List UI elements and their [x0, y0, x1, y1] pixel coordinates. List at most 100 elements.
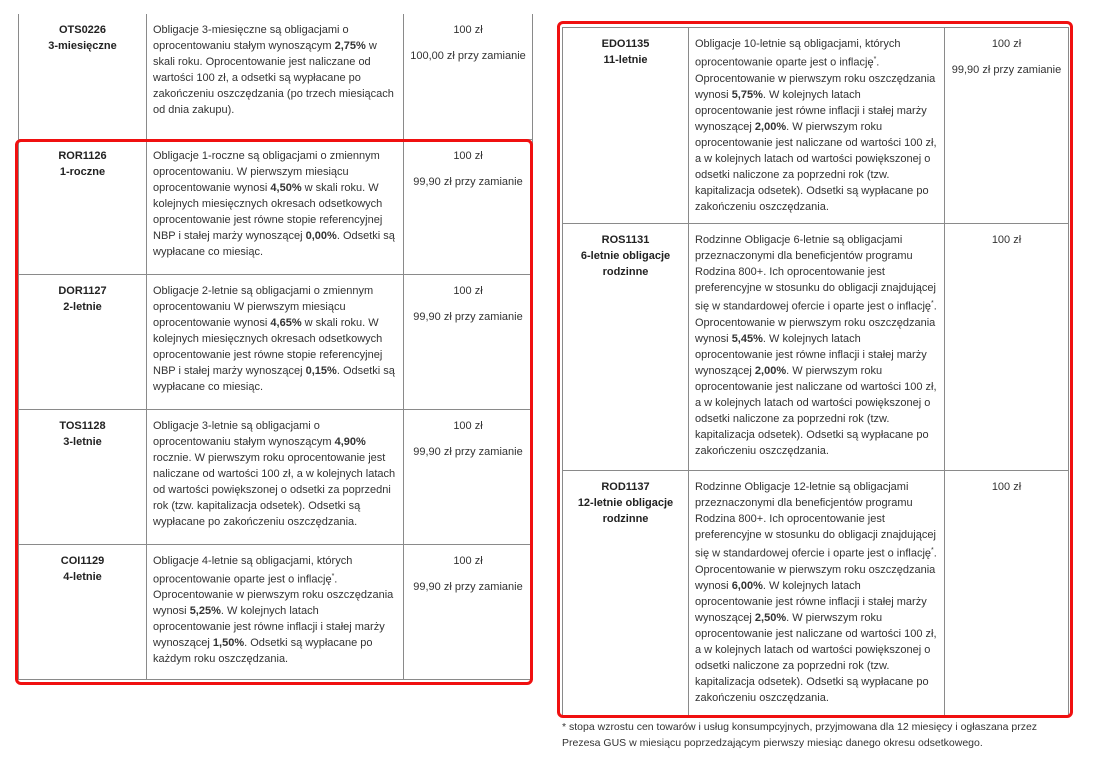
description-text: . Oprocentowanie w pierwszym roku oszczę…: [695, 300, 937, 345]
description-text: . W pierwszym roku oprocentowanie jest n…: [695, 364, 937, 457]
bond-name: 3-letnie: [63, 435, 102, 448]
footnote: * stopa wzrostu cen towarów i usług kons…: [562, 721, 1038, 749]
bond-price-cell: 100 zł 99,90 zł przy zamianie: [944, 27, 1069, 224]
bond-price: 100 zł: [453, 149, 483, 162]
description-text: rocznie. W pierwszym roku oprocentowanie…: [153, 451, 396, 528]
description-text: . Odsetki są wypłacane co miesiąc.: [153, 364, 395, 393]
bond-code-cell: DOR1127 2-letnie: [18, 273, 147, 410]
description-text: Obligacje 3-letnie są obligacjami o opro…: [153, 419, 335, 448]
description-text: w skali roku. W kolejnych miesięcznych o…: [153, 181, 383, 242]
bond-name: 11-letnie: [603, 54, 648, 66]
bond-description: Obligacje 10-letnie są obligacjami, któr…: [688, 27, 945, 224]
description-text: . Oprocentowanie w pierwszym roku oszczę…: [695, 56, 936, 101]
rate-value: 2,50%: [754, 611, 787, 624]
bond-code: EDO1135: [601, 38, 650, 50]
bond-code: OTS0226: [58, 24, 107, 36]
swap-price: 99,90 zł przy zamianie: [413, 580, 523, 593]
description-text: . Oprocentowanie w pierwszym roku oszczę…: [695, 547, 937, 592]
rate-value: 2,00%: [754, 120, 787, 133]
swap-price: 99,90 zł przy zamianie: [413, 445, 523, 458]
bond-row: DOR1127 2-letnie Obligacje 2-letnie są obl…: [18, 273, 533, 410]
bond-row: TOS1128 3-letnie Obligacje 3-letnie są obl…: [18, 408, 533, 545]
bond-name: 6-letnie obligacje rodzinne: [580, 250, 671, 278]
rate-value: 4,50%: [270, 181, 302, 194]
description-text: *: [331, 572, 335, 580]
rate-value: 5,25%: [189, 605, 221, 618]
description-text: . Odsetki są wypłacane co miesiąc.: [153, 229, 395, 258]
bond-price: 100 zł: [453, 419, 483, 432]
bond-name: 4-letnie: [63, 570, 102, 583]
description-text: Obligacje 4-letnie są obligacjami, który…: [153, 554, 353, 586]
bond-price-cell: 100 zł 99,90 zł przy zamianie: [403, 273, 533, 410]
description-text: . W pierwszym roku oprocentowanie jest n…: [695, 611, 937, 704]
bond-description: Obligacje 3-letnie są obligacjami o opro…: [146, 408, 404, 545]
bond-price-cell: 100 zł 99,90 zł przy zamianie: [403, 408, 533, 545]
bond-price-cell: 100 zł 99,90 zł przy zamianie: [403, 138, 533, 275]
bond-code: ROR1126: [58, 149, 107, 162]
description-text: *: [931, 300, 934, 307]
swap-price: 99,90 zł przy zamianie: [413, 310, 523, 323]
bond-price: 100 zł: [991, 234, 1022, 246]
bond-code: TOS1128: [59, 419, 106, 432]
rate-value: 6,00%: [731, 579, 763, 592]
bond-price: 100 zł: [453, 284, 483, 297]
description-text: Rodzinne Obligacje 12-letnie są obligacj…: [695, 481, 936, 560]
bond-name: 3-miesięczne: [48, 40, 117, 52]
swap-price: 99,90 zł przy zamianie: [413, 175, 523, 188]
description-text: . Odsetki są wypłacane po każdym roku os…: [153, 637, 373, 666]
bond-code-cell: ROS1131 6-letnie obligacje rodzinne: [562, 223, 689, 471]
bond-name: 1-roczne: [59, 165, 106, 178]
bond-description: Obligacje 4-letnie są obligacjami, który…: [146, 543, 404, 680]
bond-code: COI1129: [60, 554, 105, 567]
bond-row: COI1129 4-letnie Obligacje 4-letnie są obl…: [18, 543, 533, 680]
bond-price-cell: 100 zł: [944, 223, 1069, 471]
bond-price: 100 zł: [991, 481, 1022, 493]
bond-price: 100 zł: [991, 38, 1022, 50]
description-text: Obligacje 10-letnie są obligacjami, któr…: [695, 38, 901, 69]
bond-description: Obligacje 3-miesięczne są obligacjami o …: [146, 14, 404, 140]
rate-value: 0,00%: [305, 229, 337, 242]
bonds-table-right: EDO1135 11-letnie Obligacje 10-letnie są o…: [562, 27, 1069, 717]
bond-price: 100 zł: [453, 24, 483, 36]
bond-code-cell: ROR1126 1-roczne: [18, 138, 147, 275]
rate-value: 2,00%: [754, 364, 787, 377]
bond-price-cell: 100 zł 99,90 zł przy zamianie: [403, 543, 533, 680]
description-text: . W kolejnych latach oprocentowanie jest…: [695, 332, 927, 377]
bond-row: ROS1131 6-letnie obligacje rodzinne Rodzin…: [562, 223, 1069, 471]
description-text: . W pierwszym roku oprocentowanie jest n…: [695, 120, 937, 213]
bond-code-cell: TOS1128 3-letnie: [18, 408, 147, 545]
rate-value: 2,75%: [334, 40, 366, 52]
bond-row: ROD1137 12-letnie obligacje rodzinne Rodzi…: [562, 470, 1069, 717]
bond-code-cell: OTS0226 3-miesięczne: [18, 14, 147, 140]
bond-price-cell: 100 zł: [944, 470, 1069, 717]
description-text: . W kolejnych latach oprocentowanie jest…: [153, 605, 385, 650]
bond-row: EDO1135 11-letnie Obligacje 10-letnie są o…: [562, 27, 1069, 224]
rate-value: 5,75%: [731, 88, 763, 101]
description-text: w skali roku. W kolejnych miesięcznych o…: [153, 316, 383, 377]
swap-price: 99,90 zł przy zamianie: [951, 64, 1062, 76]
bond-name: 2-letnie: [63, 300, 102, 313]
description-text: Obligacje 2-letnie są obligacjami o zmie…: [153, 284, 374, 329]
bond-code: DOR1127: [58, 284, 107, 297]
bond-description: Obligacje 1-roczne są obligacjami o zmie…: [146, 138, 404, 275]
bond-price-cell: 100 zł 100,00 zł przy zamianie: [403, 14, 533, 140]
description-text: . Oprocentowanie w pierwszym roku oszczę…: [153, 573, 394, 618]
bond-row: OTS0226 3-miesięczne Obligacje 3-miesięczn…: [18, 14, 533, 140]
bond-code: ROS1131: [601, 234, 650, 246]
bond-code-cell: COI1129 4-letnie: [18, 543, 147, 680]
description-text: *: [931, 547, 934, 554]
description-text: w skali roku. Oprocentowanie jest nalicz…: [153, 40, 394, 116]
rate-value: 4,65%: [270, 316, 302, 329]
bond-name: 12-letnie obligacje rodzinne: [577, 497, 674, 525]
bonds-table-left: OTS0226 3-miesięczne Obligacje 3-miesięczn…: [18, 14, 533, 680]
bond-row: ROR1126 1-roczne Obligacje 1-roczne są obl…: [18, 138, 533, 275]
description-text: Obligacje 3-miesięczne są obligacjami o …: [153, 24, 349, 52]
bond-description: Obligacje 2-letnie są obligacjami o zmie…: [146, 273, 404, 410]
description-text: Rodzinne Obligacje 6-letnie są obligacja…: [695, 234, 936, 313]
description-text: . W kolejnych latach oprocentowanie jest…: [695, 88, 927, 133]
bond-code: ROD1137: [601, 481, 650, 493]
bond-code-cell: EDO1135 11-letnie: [562, 27, 689, 224]
description-text: Obligacje 1-roczne są obligacjami o zmie…: [153, 149, 380, 194]
bond-code-cell: ROD1137 12-letnie obligacje rodzinne: [562, 470, 689, 717]
rate-value: 5,45%: [731, 332, 763, 345]
